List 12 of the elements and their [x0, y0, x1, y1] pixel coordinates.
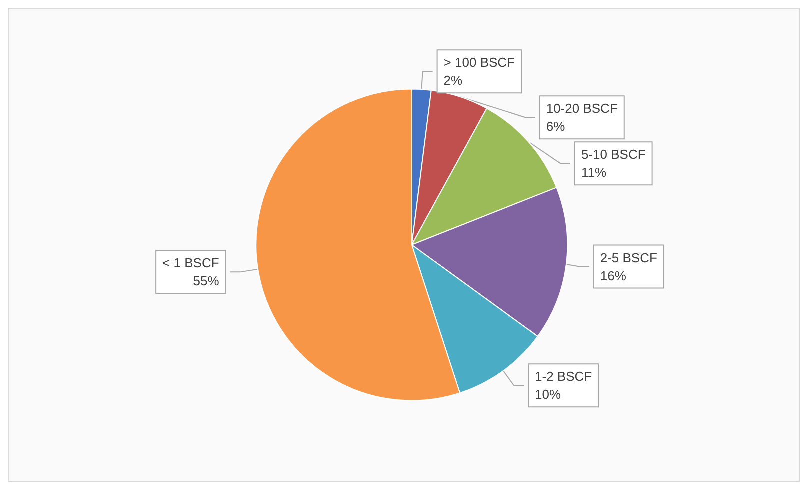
data-label: 16%: [600, 268, 627, 284]
slice-label: 10-20 BSCF: [546, 101, 618, 116]
slice-label: 2-5 BSCF: [600, 250, 658, 266]
data-label: 11%: [582, 165, 607, 180]
data-label: 2%: [444, 73, 464, 88]
slice-label: 1-2 BSCF: [535, 369, 592, 384]
data-label: 55%: [193, 274, 220, 289]
data-label: 6%: [546, 119, 566, 134]
slice-label: > 100 BSCF: [444, 55, 516, 70]
slice-label: 5-10 BSCF: [582, 147, 646, 162]
data-label: 10%: [535, 387, 562, 402]
slice-label: < 1 BSCF: [162, 256, 220, 271]
